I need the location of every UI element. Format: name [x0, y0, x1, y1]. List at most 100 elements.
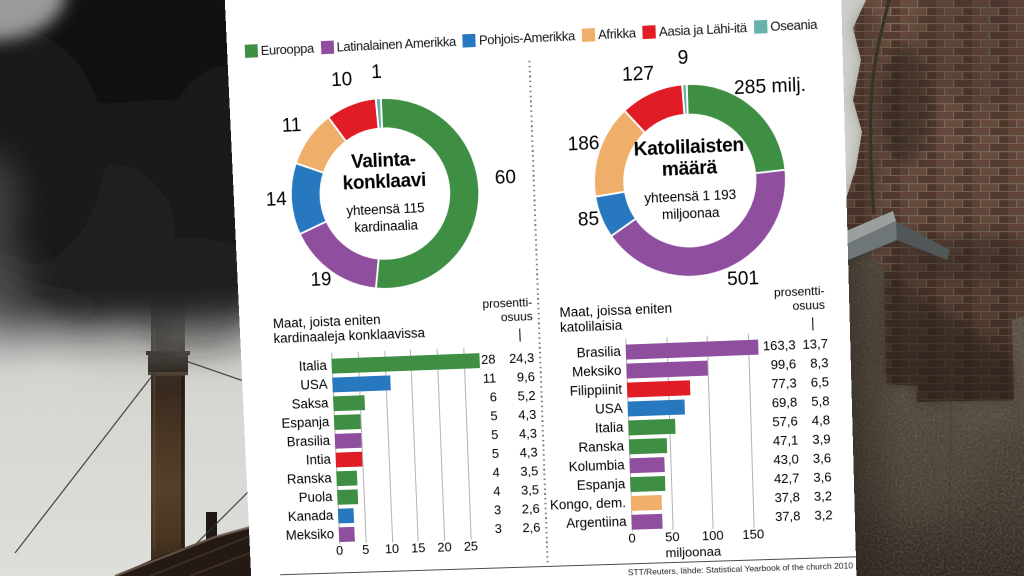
donut-slice-value-label: 186: [567, 133, 600, 156]
bar-value: 3: [493, 502, 502, 518]
bar-value: 11: [482, 370, 497, 386]
bar-percent: 9,6: [516, 369, 536, 385]
bar-percent: 24,3: [508, 350, 535, 366]
bar-percent: 2,6: [522, 519, 541, 536]
bar-Ranska: [336, 470, 358, 486]
donut-slice-Eurooppa: [368, 94, 483, 290]
bar-Italia: [628, 418, 676, 435]
gridline: [665, 337, 674, 531]
bar-percent: 3,2: [813, 488, 833, 504]
donut-slice-value-label: 60: [494, 167, 517, 190]
bar-row-label: Brasilia: [576, 343, 622, 361]
bar-Intia: [335, 451, 363, 467]
bar-USA: [627, 399, 685, 417]
bar-percent: 6,5: [810, 374, 830, 390]
bar-value: 42,7: [773, 470, 800, 487]
bar-Saksa: [333, 394, 366, 411]
bar-value: 3: [494, 521, 503, 537]
bar-row-label: Ranska: [578, 438, 625, 456]
bar-Italia: [331, 352, 480, 374]
gridline: [436, 348, 446, 541]
donut-slice-Oseania: [374, 97, 384, 130]
x-axis-tick-label: 0: [628, 530, 636, 546]
bar-Meksiko: [626, 360, 708, 379]
donut-slice-Pohjois-Amerikka: [595, 191, 636, 236]
bar-percent: 3,2: [814, 507, 833, 523]
bar-row-label: Espanja: [576, 476, 626, 493]
bar-Espanja: [630, 475, 665, 492]
bar-Puola: [337, 488, 359, 505]
bar-Brasilia: [625, 339, 759, 360]
bar-value: 6: [489, 389, 498, 405]
gridline: [706, 335, 714, 530]
donut-slice-value-label: 85: [577, 208, 600, 231]
bar-row-label: Meksiko: [571, 362, 622, 380]
gridline: [410, 349, 419, 542]
x-axis-tick-label: 50: [664, 529, 680, 545]
bar-percent: 8,3: [810, 355, 829, 371]
donut-slice-Afrikka: [294, 117, 348, 174]
bar-Espanja: [333, 413, 361, 430]
x-axis-tick-label: 150: [742, 526, 765, 543]
bar-row-label: Kolumbia: [568, 457, 625, 475]
bar-percent: 3,5: [520, 463, 539, 479]
bar-row-label: Italia: [594, 419, 624, 436]
donut-center-text: Valinta- konklaavi yhteensä 115 kardinaa…: [309, 147, 461, 238]
donut-slice-Eurooppa: [687, 80, 786, 176]
bar-percent: 3,5: [520, 482, 540, 498]
bar-value: 47,1: [772, 432, 799, 449]
bar-value: 4: [492, 464, 501, 480]
donut-slice-value-label: 1: [370, 61, 383, 84]
bar-row-label: Kongo, dem.: [549, 495, 627, 513]
bar-percent: 4,3: [519, 444, 538, 461]
donut-chart-conclave: Valinta- konklaavi yhteensä 115 kardinaa…: [230, 35, 539, 349]
bar-value: 5: [490, 408, 498, 424]
bar-value: 5: [490, 427, 499, 443]
bar-percent: 3,9: [812, 431, 831, 447]
donut-slice-value-label: 285 milj.: [733, 74, 807, 100]
bar-value: 28: [480, 351, 496, 368]
bar-value: 4: [493, 483, 501, 499]
bar-row-label: Argentiina: [565, 514, 627, 531]
bar-value: 77,3: [770, 375, 797, 392]
donut-slice-value-label: 19: [310, 269, 332, 291]
bar-value: 43,0: [773, 451, 800, 468]
x-axis-tick-label: 0: [335, 542, 344, 558]
x-axis-tick-label: 25: [463, 538, 479, 554]
bar-Kanada: [337, 507, 355, 523]
bar-value: 37,8: [774, 508, 801, 525]
bar-USA: [332, 374, 391, 392]
x-axis-tick-label: 100: [701, 527, 724, 544]
bar-Filippiinit: [626, 379, 690, 398]
bar-value: 57,6: [772, 413, 798, 430]
donut-chart-catholics: Katolilaisten määrä yhteensä 1 193 miljo…: [534, 21, 846, 338]
x-axis-tick-label: 5: [361, 542, 370, 558]
bar-value: 99,6: [770, 356, 797, 373]
x-axis-unit-label: miljoonaa: [665, 543, 722, 561]
bar-row-label: USA: [594, 400, 623, 417]
gridline: [383, 350, 393, 543]
bar-percent: 4,3: [518, 406, 537, 423]
bar-percent: 5,8: [811, 393, 830, 409]
bar-Kolumbia: [629, 456, 665, 473]
donut-slice-Latinalainen Amerikka: [609, 170, 788, 280]
bar-Kongo, dem.: [630, 494, 662, 511]
infographic-panel: Eurooppa Latinalainen Amerikka Pohjois-A…: [223, 0, 859, 576]
bar-percent: 4,8: [811, 412, 831, 428]
bar-percent: 5,2: [517, 387, 536, 404]
gridline: [357, 351, 367, 544]
donut-slice-value-label: 14: [265, 188, 288, 211]
gridline: [463, 347, 472, 540]
donut-slice-value-label: 9: [677, 47, 689, 70]
donut-center-text: Katolilaisten määrä yhteensä 1 193 miljo…: [613, 134, 767, 226]
bar-value: 5: [491, 445, 500, 462]
gridline: [331, 352, 341, 545]
bar-percent: 3,6: [812, 450, 832, 466]
bar-value: 37,8: [774, 489, 801, 506]
x-axis-tick-label: 10: [384, 541, 400, 557]
bar-percent: 2,6: [521, 501, 540, 517]
bar-value: 163,3: [762, 337, 796, 354]
gridline: [625, 338, 633, 532]
x-axis-tick-label: 15: [410, 540, 426, 556]
bar-percent: 3,6: [813, 469, 832, 485]
